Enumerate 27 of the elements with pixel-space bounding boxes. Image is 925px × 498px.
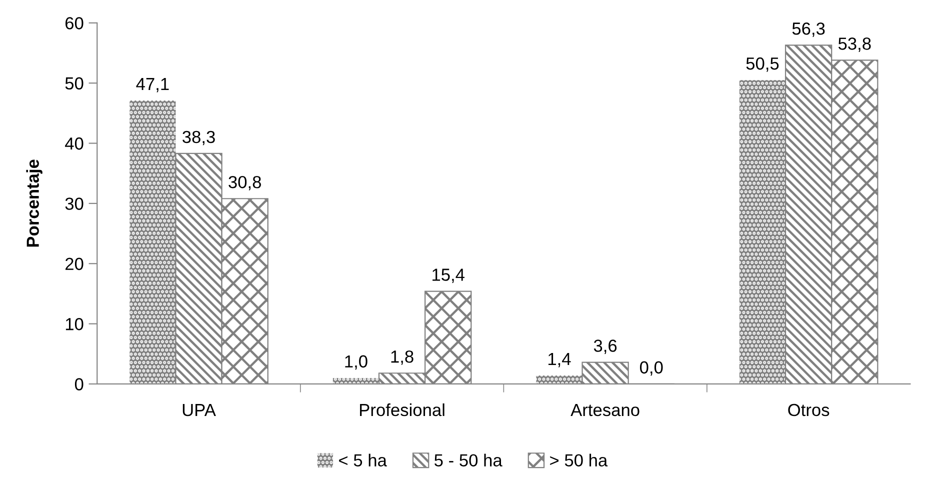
- data-label: 38,3: [182, 130, 215, 146]
- data-label: 56,3: [792, 22, 825, 37]
- legend-label: > 50 ha: [550, 454, 608, 466]
- x-tick-label: Otros: [788, 404, 830, 416]
- x-tick-label: Artesano: [570, 404, 640, 416]
- y-tick-label: 40: [65, 137, 84, 150]
- x-tick-label: UPA: [182, 404, 216, 416]
- data-label: 47,1: [136, 78, 169, 92]
- y-axis-title: Porcentaje: [26, 160, 42, 247]
- x-tick-label: Profesional: [360, 403, 444, 416]
- data-label: 1,4: [548, 353, 571, 368]
- data-label: 53,8: [838, 38, 871, 52]
- data-label: 15,4: [432, 268, 464, 283]
- data-label: 3,6: [594, 340, 617, 354]
- y-tick-label: 0: [74, 378, 84, 390]
- y-tick-label: 30: [65, 198, 84, 210]
- data-label: 1,8: [391, 350, 414, 365]
- y-tick-label: 20: [65, 258, 84, 270]
- data-label: 1,0: [345, 355, 368, 370]
- y-tick-label: 50: [65, 77, 84, 90]
- legend-label: 5 - 50 ha: [434, 454, 502, 466]
- data-label: 0,0: [640, 361, 663, 376]
- data-label: 50,5: [746, 57, 779, 72]
- y-tick-label: 60: [66, 17, 84, 30]
- data-label: 30,8: [228, 176, 261, 190]
- y-tick-label: 10: [66, 318, 84, 330]
- legend-label: < 5 ha: [339, 454, 387, 466]
